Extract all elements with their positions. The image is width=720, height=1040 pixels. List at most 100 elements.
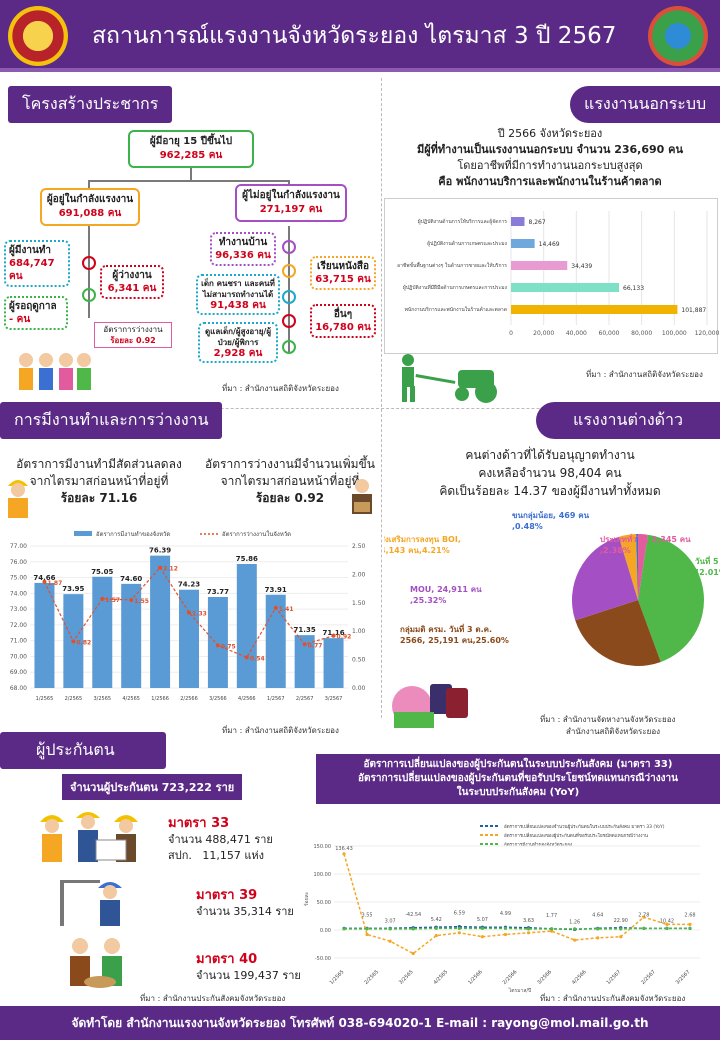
y2-tick-label: 1.00	[352, 628, 366, 635]
bar	[511, 283, 620, 292]
line-point	[526, 927, 531, 931]
m40-title: มาตรา 40	[196, 952, 258, 967]
line-point	[550, 929, 554, 933]
yoy-title1: อัตราการเปลี่ยนแปลงของผู้ประกันตนในระบบป…	[363, 759, 673, 770]
y2-tick-label: 2.50	[352, 543, 366, 550]
employment-left1: อัตราการมีงานทำมีสัดส่วนลดลง	[16, 457, 182, 471]
x-axis-label: ไตรมาส/ปี	[508, 987, 531, 994]
category-label: พนักงานบริการและพนักงานในร้านค้าและตลาด	[405, 306, 507, 313]
point-label: 2.68	[684, 912, 695, 918]
pie-value: 4,143 คน,4.21%	[384, 546, 450, 555]
y-tick-label: 74.00	[10, 590, 27, 597]
other-label: อื่นๆ	[333, 309, 353, 320]
bar	[179, 589, 199, 688]
foreign-tag: แรงงานต่างด้าว	[536, 402, 720, 439]
employment-right3: ร้อยละ 0.92	[255, 491, 325, 505]
point-label: 3.63	[523, 918, 534, 924]
category-label: อาชีพขั้นพื้นฐานต่างๆ ในด้านการขายและให้…	[397, 260, 507, 269]
line-point	[503, 932, 508, 937]
informal-line3: โดยอาชีพที่มีการทำงานนอกระบบสูงสุด	[457, 159, 643, 172]
unemp-rate-label: อัตราการว่างงาน	[103, 325, 163, 334]
pie-value: ,2.38%	[600, 546, 631, 555]
line-point	[187, 610, 191, 615]
connector-line	[288, 226, 290, 352]
foreign-line1: คนต่างด้าวที่ได้รับอนุญาตทำงาน	[465, 448, 635, 462]
point-label: 6.59	[454, 911, 465, 917]
population-source: ที่มา : สำนักงานสถิติจังหวัดระยอง	[222, 384, 339, 393]
pie-label: MOU, 24,911 คน	[410, 585, 482, 594]
pie-slice	[636, 534, 639, 600]
pie-value: ,25.32%	[410, 596, 446, 605]
y2-tick-label: 0.00	[352, 685, 366, 692]
x-tick-label: 1/2566	[151, 696, 169, 702]
line-data-label: 1.57	[105, 597, 120, 604]
x-tick-label: 0	[509, 330, 513, 337]
bar-data-label: 73.95	[62, 585, 84, 593]
employed-box: ผู้มีงานทำ 684,747 คน	[4, 240, 70, 287]
legend-swatch	[74, 531, 92, 536]
line-point	[302, 642, 307, 647]
category-label: ผู้ปฏิบัติงานด้านการเกษตรและประมง	[427, 240, 507, 247]
point-label: 4.64	[592, 912, 603, 918]
m33-title: มาตรา 33	[168, 816, 230, 831]
foreign-pie-chart: กลุ่มมติ ครม. วันที่ 5 ก.ค. 2565,41,345 …	[380, 510, 720, 666]
employment-tag: การมีงานทำและการว่างงาน	[0, 402, 222, 439]
foreign-source1: ที่มา : สำนักงานจัดหางานจังหวัดระยอง	[540, 715, 676, 724]
employment-right2: จากไตรมาสก่อนหน้าที่อยู่ที่	[220, 474, 360, 488]
x-tick-label: 1/2565	[329, 969, 346, 986]
unemployed-person-icon	[346, 476, 378, 520]
line-point	[42, 579, 47, 584]
bar	[511, 239, 535, 248]
foreign-line3: คิดเป็นร้อยละ 14.37 ของผู้มีงานทำทั้งหมด	[439, 484, 661, 498]
line-point	[365, 927, 369, 931]
bar	[511, 305, 678, 314]
pie-value: 2566, 25,191 คน,25.60%	[400, 636, 509, 645]
line-point	[158, 565, 163, 570]
studying-box: เรียนหนังสือ 63,715 คน	[310, 256, 376, 290]
line-point	[480, 935, 484, 939]
x-tick-label: 2/2565	[363, 969, 380, 986]
m33-employers: สปก. 11,157 แห่ง	[168, 849, 265, 862]
bar-data-label: 73.77	[207, 588, 229, 596]
x-tick-label: 120,000	[695, 330, 719, 337]
line-data-label: 1.55	[134, 598, 149, 605]
yoy-title-box: อัตราการเปลี่ยนแปลงของผู้ประกันตนในระบบป…	[316, 754, 720, 804]
y-tick-label: 50.00	[317, 900, 331, 906]
y-tick-label: 150.00	[314, 844, 332, 850]
housework-value: 96,336 คน	[215, 250, 271, 261]
bar-data-label: 73.91	[265, 586, 287, 594]
x-tick-label: 2/2567	[640, 969, 657, 986]
bar	[121, 583, 142, 688]
data-label: 66,133	[623, 285, 644, 292]
line-point	[665, 922, 669, 926]
line-point	[71, 639, 76, 644]
x-tick-label: 2/2567	[296, 696, 314, 702]
connector-dot	[282, 240, 296, 254]
point-label: -42.54	[405, 912, 421, 918]
page-title: สถานการณ์แรงงานจังหวัดระยอง ไตรมาส 3 ปี …	[92, 23, 617, 49]
engineers-illustration	[36, 806, 146, 866]
data-label: 8,267	[529, 219, 546, 226]
other-value: 16,780 คน	[315, 322, 371, 333]
m33-block: มาตรา 33 จำนวน 488,471 ราย สปก. 11,157 แ…	[168, 816, 273, 864]
footer: จัดทำโดย สำนักงานแรงงานจังหวัดระยอง โทรศ…	[0, 1006, 720, 1040]
point-label: 5.07	[477, 917, 488, 923]
connector-dot	[82, 256, 96, 270]
farmer-tractor-illustration	[386, 352, 516, 404]
seasonal-box: ผู้รอฤดูกาล - คน	[4, 296, 68, 330]
x-tick-label: 1/2565	[36, 696, 54, 702]
x-tick-label: 4/2565	[122, 696, 140, 702]
studying-value: 63,715 คน	[315, 274, 371, 285]
y-tick-label: 68.00	[10, 685, 27, 692]
line-point	[388, 927, 392, 931]
line-data-label: 1.87	[47, 580, 62, 587]
bar	[265, 594, 286, 688]
bar	[92, 576, 113, 688]
bar	[34, 582, 55, 688]
legend-label: อัตราการเปลี่ยนแปลงของจำนวนผู้ประกันตนใน…	[504, 823, 665, 830]
legend-label: อัตราการมีงานทำของจังหวัด	[96, 530, 170, 538]
y-tick-label: -50.00	[315, 956, 331, 962]
line-point	[619, 935, 623, 939]
other-box: อื่นๆ 16,780 คน	[310, 304, 376, 338]
line-data-label: 0.75	[221, 643, 236, 650]
